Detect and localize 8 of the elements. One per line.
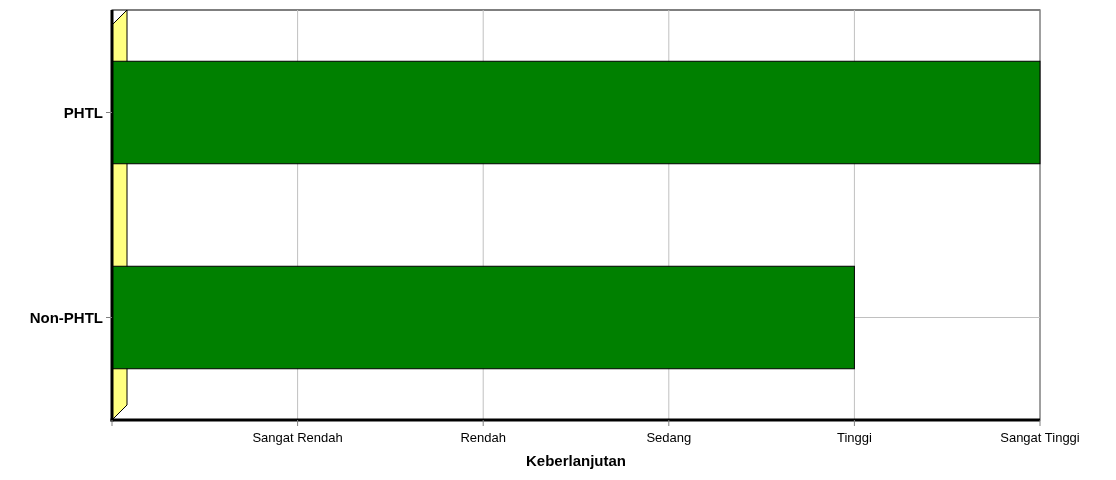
x-axis-title: Keberlanjutan xyxy=(525,452,627,469)
y-tick-label: Non-PHTL xyxy=(29,308,103,326)
text: Sedang xyxy=(646,430,692,445)
text: Rendah xyxy=(460,430,506,445)
text: Tinggi xyxy=(836,430,872,445)
text: Sangat Tinggi xyxy=(1000,430,1080,445)
y-tick-label: PHTL xyxy=(63,103,103,121)
text: Sangat Rendah xyxy=(252,430,343,445)
